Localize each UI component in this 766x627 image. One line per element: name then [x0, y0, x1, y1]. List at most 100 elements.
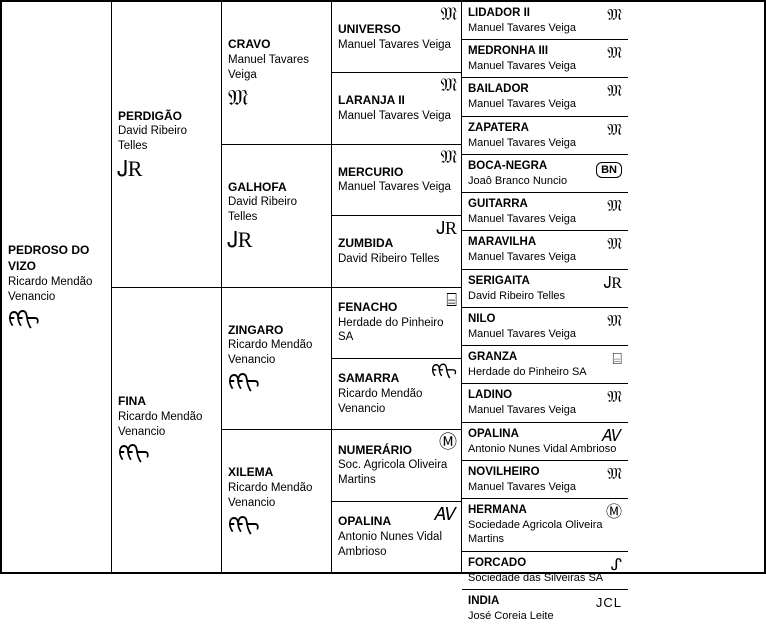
horse-breeder: Ricardo Mendão Venancio [338, 387, 455, 417]
horse-breeder: Manuel Tavares Veiga [468, 212, 622, 226]
brand-icon: 𝔐 [607, 46, 622, 62]
horse-name: MARAVILHA [468, 235, 622, 250]
horse-name: PEDROSO DO VIZO [8, 243, 105, 274]
brand-icon: ᎫR [118, 158, 215, 180]
horse-name: GUITARRA [468, 197, 622, 212]
brand-icon: 𝔐 [440, 76, 457, 94]
horse-entry: ZINGARO Ricardo Mendão Venancio ᠻᠻᢈ [222, 288, 332, 431]
horse-entry: BN BOCA-NEGRA Joaô Branco Nuncio [462, 155, 628, 193]
horse-entry: 𝐴𝑉 OPALINA Antonio Nunes Vidal Ambrioso [332, 502, 462, 572]
brand-icon: 𝔐 [607, 199, 622, 215]
brand-icon: 𝔐 [607, 314, 622, 330]
brand-icon: ᠻᠻᢈ [228, 372, 325, 394]
horse-breeder: Sociedade das Silveiras SA [468, 571, 622, 585]
horse-name: HERMANA [468, 503, 622, 518]
brand-icon: Ⓜ [606, 505, 622, 521]
brand-icon: ᎫR [437, 219, 457, 237]
horse-entry: 𝔐 BAILADOR Manuel Tavares Veiga [462, 78, 628, 116]
brand-icon: 𝐴𝑉 [433, 505, 457, 523]
horse-name: FENACHO [338, 300, 455, 316]
horse-entry: ᎫR ZUMBIDA David Ribeiro Telles [332, 216, 462, 287]
horse-name: FINA [118, 394, 215, 410]
generation-4: 𝔐 LIDADOR II Manuel Tavares Veiga 𝔐 MEDR… [462, 2, 628, 572]
horse-entry: FINA Ricardo Mendão Venancio ᠻᠻᢈ [112, 288, 222, 573]
horse-breeder: Antonio Nunes Vidal Ambrioso [338, 530, 455, 560]
horse-name: GALHOFA [228, 180, 325, 196]
horse-breeder: Herdade do Pinheiro SA [338, 316, 455, 346]
horse-breeder: Ricardo Mendão Venancio [118, 410, 215, 440]
horse-name: ZAPATERA [468, 121, 622, 136]
horse-breeder: Ricardo Mendão Venancio [228, 481, 325, 511]
brand-icon: ᎫR [604, 276, 622, 292]
horse-breeder: Ricardo Mendão Venancio [228, 338, 325, 368]
horse-breeder: Sociedade Agricola Oliveira Martins [468, 518, 622, 547]
horse-breeder: Manuel Tavares Veiga [468, 403, 622, 417]
horse-entry: 𝔐 GUITARRA Manuel Tavares Veiga [462, 193, 628, 231]
horse-name: UNIVERSO [338, 22, 455, 38]
brand-icon: Ⓜ [439, 433, 457, 451]
brand-icon: 𝔐 [228, 87, 325, 109]
horse-breeder: Manuel Tavares Veiga [228, 53, 325, 83]
brand-icon: 𝔐 [607, 467, 622, 483]
horse-entry: 𝔐 MARAVILHA Manuel Tavares Veiga [462, 231, 628, 269]
horse-name: NOVILHEIRO [468, 465, 622, 480]
horse-entry: ⌸ GRANZA Herdade do Pinheiro SA [462, 346, 628, 384]
horse-breeder: Manuel Tavares Veiga [468, 97, 622, 111]
horse-entry: 𝔐 UNIVERSO Manuel Tavares Veiga [332, 2, 462, 73]
horse-entry: ᔑ FORCADO Sociedade das Silveiras SA [462, 552, 628, 590]
horse-breeder: David Ribeiro Telles [118, 124, 215, 154]
brand-icon: ᠻᠻᢈ [228, 515, 325, 537]
horse-entry: 𝔐 ZAPATERA Manuel Tavares Veiga [462, 117, 628, 155]
brand-icon: ⌸ [612, 352, 622, 368]
horse-name: BAILADOR [468, 82, 622, 97]
horse-entry: 𝔐 LADINO Manuel Tavares Veiga [462, 384, 628, 422]
horse-name: LIDADOR II [468, 6, 622, 21]
brand-icon: BN [596, 161, 622, 178]
brand-icon: 𝔐 [607, 123, 622, 139]
brand-icon: 𝔐 [607, 237, 622, 253]
horse-entry: 𝔐 MERCURIO Manuel Tavares Veiga [332, 145, 462, 216]
horse-breeder: Manuel Tavares Veiga [338, 38, 455, 53]
horse-entry: PERDIGÃO David Ribeiro Telles ᎫR [112, 2, 222, 288]
horse-breeder: David Ribeiro Telles [228, 195, 325, 225]
brand-icon: ᎫR [228, 229, 325, 251]
horse-name: ZUMBIDA [338, 236, 455, 252]
horse-entry: Ⓜ NUMERÁRIO Soc. Agricola Oliveira Marti… [332, 430, 462, 501]
brand-icon: 𝔐 [607, 8, 622, 24]
brand-icon: JCL [596, 596, 622, 609]
horse-name: GRANZA [468, 350, 622, 365]
brand-icon: 𝔐 [440, 5, 457, 23]
horse-name: LARANJA II [338, 93, 455, 109]
horse-entry: GALHOFA David Ribeiro Telles ᎫR [222, 145, 332, 288]
horse-breeder: Manuel Tavares Veiga [468, 21, 622, 35]
horse-name: CRAVO [228, 37, 325, 53]
brand-icon: ᠻᠻᢈ [431, 362, 457, 380]
brand-icon: 𝔐 [607, 84, 622, 100]
brand-icon: 𝐴𝑉 [601, 429, 622, 445]
horse-entry: ᠻᠻᢈ SAMARRA Ricardo Mendão Venancio [332, 359, 462, 430]
brand-icon: ⌸ [446, 291, 457, 309]
horse-name: NUMERÁRIO [338, 443, 455, 459]
horse-name: PERDIGÃO [118, 109, 215, 125]
horse-name: NILO [468, 312, 622, 327]
horse-breeder: Manuel Tavares Veiga [468, 250, 622, 264]
horse-breeder: José Coreia Leite [468, 609, 622, 623]
horse-entry: Ⓜ HERMANA Sociedade Agricola Oliveira Ma… [462, 499, 628, 552]
brand-icon: ᔑ [611, 558, 622, 574]
horse-name: XILEMA [228, 465, 325, 481]
horse-breeder: Manuel Tavares Veiga [468, 136, 622, 150]
horse-breeder: David Ribeiro Telles [338, 252, 455, 267]
horse-root: PEDROSO DO VIZO Ricardo Mendão Venancio … [2, 2, 112, 572]
horse-breeder: Manuel Tavares Veiga [468, 480, 622, 494]
horse-breeder: Manuel Tavares Veiga [338, 180, 455, 195]
horse-name: OPALINA [468, 427, 622, 442]
horse-entry: 𝔐 MEDRONHA III Manuel Tavares Veiga [462, 40, 628, 78]
horse-name: ZINGARO [228, 323, 325, 339]
generation-2: CRAVO Manuel Tavares Veiga 𝔐 GALHOFA Dav… [222, 2, 332, 572]
horse-entry: ᎫR SERIGAITA David Ribeiro Telles [462, 270, 628, 308]
horse-breeder: Soc. Agricola Oliveira Martins [338, 458, 455, 488]
horse-entry: JCL INDIA José Coreia Leite [462, 590, 628, 627]
horse-breeder: Ricardo Mendão Venancio [8, 275, 105, 305]
horse-entry: ⌸ FENACHO Herdade do Pinheiro SA [332, 288, 462, 359]
brand-icon: 𝔐 [607, 390, 622, 406]
